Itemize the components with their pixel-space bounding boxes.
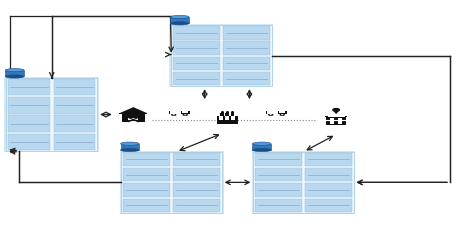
Bar xyxy=(182,111,190,114)
Bar xyxy=(225,118,229,120)
Bar xyxy=(121,144,139,150)
Bar xyxy=(231,113,234,116)
Ellipse shape xyxy=(5,68,24,72)
Bar xyxy=(174,199,220,212)
Bar xyxy=(8,97,50,114)
Bar xyxy=(53,115,95,132)
Bar xyxy=(121,152,222,213)
Circle shape xyxy=(182,113,188,116)
Bar xyxy=(4,77,99,152)
Bar xyxy=(217,116,237,124)
Circle shape xyxy=(332,108,340,112)
Bar xyxy=(330,118,334,124)
Bar xyxy=(5,70,24,76)
Bar xyxy=(255,183,302,197)
Ellipse shape xyxy=(252,148,271,152)
Bar xyxy=(223,72,270,85)
Bar xyxy=(53,97,95,114)
Bar xyxy=(325,116,348,117)
Bar xyxy=(174,183,220,197)
Bar xyxy=(120,151,224,214)
Bar xyxy=(223,26,270,40)
Bar xyxy=(123,153,170,166)
Bar xyxy=(255,153,302,166)
Bar xyxy=(266,111,279,114)
Bar xyxy=(252,144,271,150)
Circle shape xyxy=(173,114,175,115)
Bar xyxy=(129,117,138,122)
Bar xyxy=(266,111,278,114)
Bar xyxy=(169,24,273,87)
Bar xyxy=(170,17,189,23)
Bar xyxy=(226,113,229,116)
Bar xyxy=(174,153,220,166)
Bar xyxy=(171,25,272,86)
Bar xyxy=(305,199,352,212)
Circle shape xyxy=(281,114,283,115)
Bar xyxy=(174,168,220,181)
Bar xyxy=(305,168,352,181)
Circle shape xyxy=(270,114,272,115)
Bar xyxy=(280,111,285,113)
Ellipse shape xyxy=(170,15,189,19)
Bar xyxy=(169,111,182,114)
Bar xyxy=(6,78,97,151)
Bar xyxy=(121,113,145,122)
Bar xyxy=(255,199,302,212)
Bar xyxy=(251,151,356,214)
Ellipse shape xyxy=(252,142,271,145)
Bar xyxy=(173,26,219,40)
Ellipse shape xyxy=(5,75,24,78)
Circle shape xyxy=(268,113,273,116)
Bar xyxy=(225,116,229,118)
Ellipse shape xyxy=(121,142,139,145)
Bar xyxy=(145,113,147,114)
Bar xyxy=(173,41,219,55)
Ellipse shape xyxy=(170,22,189,25)
Circle shape xyxy=(184,114,187,115)
Bar xyxy=(223,57,270,70)
Bar xyxy=(231,118,235,120)
Bar xyxy=(170,111,181,114)
Bar xyxy=(338,118,342,124)
Polygon shape xyxy=(333,111,339,114)
Bar xyxy=(328,116,345,117)
Bar xyxy=(279,111,287,114)
Bar xyxy=(182,111,188,113)
Bar xyxy=(8,134,50,150)
Bar xyxy=(173,72,219,85)
Circle shape xyxy=(280,113,285,116)
Polygon shape xyxy=(119,107,147,113)
Bar xyxy=(123,183,170,197)
Bar xyxy=(219,118,223,120)
Bar xyxy=(231,116,235,118)
Circle shape xyxy=(171,113,176,116)
Ellipse shape xyxy=(121,148,139,152)
Bar xyxy=(223,41,270,55)
Bar xyxy=(219,116,223,118)
Bar xyxy=(119,113,121,114)
Bar xyxy=(305,153,352,166)
Bar xyxy=(305,183,352,197)
Bar xyxy=(53,79,95,95)
Bar xyxy=(8,79,50,95)
Bar xyxy=(53,134,95,150)
Bar xyxy=(326,117,346,125)
Bar xyxy=(123,199,170,212)
Bar xyxy=(220,113,224,116)
Bar xyxy=(123,168,170,181)
Bar xyxy=(253,152,354,213)
Bar xyxy=(173,57,219,70)
Bar xyxy=(255,168,302,181)
Bar xyxy=(8,115,50,132)
